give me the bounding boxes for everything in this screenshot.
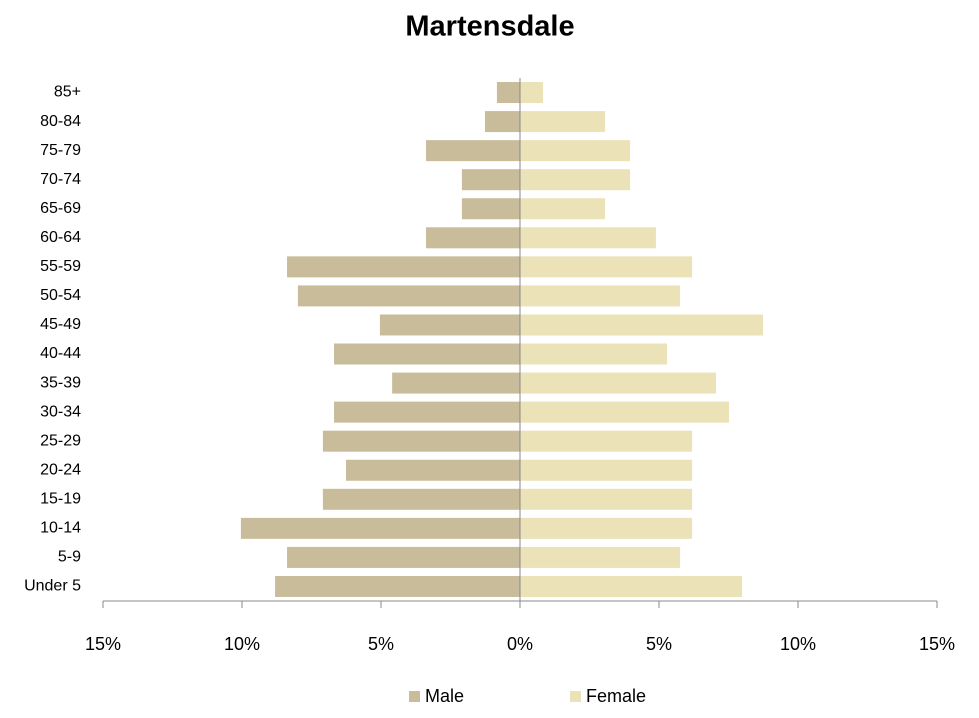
bar xyxy=(520,372,716,394)
legend-label: Male xyxy=(425,686,464,706)
bar xyxy=(426,227,520,249)
legend-swatch xyxy=(570,691,581,702)
bar xyxy=(520,488,693,510)
y-tick-label: Under 5 xyxy=(24,578,81,595)
bar xyxy=(287,546,520,568)
bar xyxy=(520,140,631,162)
y-tick-label: 60-64 xyxy=(40,229,81,246)
bar xyxy=(520,343,668,365)
bar xyxy=(379,314,520,336)
y-tick-label: 50-54 xyxy=(40,287,81,304)
x-tick-label: 15% xyxy=(85,634,121,654)
y-tick-label: 40-44 xyxy=(40,345,81,362)
bar xyxy=(275,575,520,597)
x-tick-label: 0% xyxy=(507,634,533,654)
bar xyxy=(520,459,693,481)
bar xyxy=(520,401,730,423)
bar xyxy=(345,459,520,481)
y-tick-label: 15-19 xyxy=(40,491,81,508)
y-tick-label: 25-29 xyxy=(40,432,81,449)
bar xyxy=(520,256,693,278)
y-tick-label: 5-9 xyxy=(58,549,81,566)
bar xyxy=(392,372,520,394)
bar xyxy=(496,82,520,104)
y-tick-label: 70-74 xyxy=(40,171,81,188)
bar xyxy=(461,198,520,220)
y-tick-label: 10-14 xyxy=(40,520,81,537)
bar xyxy=(334,401,520,423)
bar xyxy=(520,169,631,191)
bar xyxy=(426,140,520,162)
bar xyxy=(484,111,520,133)
y-tick-label: 80-84 xyxy=(40,113,81,130)
x-tick-label: 5% xyxy=(368,634,394,654)
y-tick-label: 75-79 xyxy=(40,142,81,159)
bar xyxy=(322,430,520,452)
bar xyxy=(297,285,520,307)
x-tick-label: 10% xyxy=(780,634,816,654)
bar xyxy=(520,575,743,597)
bar xyxy=(287,256,520,278)
bar xyxy=(520,82,544,104)
legend-swatch xyxy=(409,691,420,702)
bar xyxy=(240,517,520,539)
x-tick-label: 10% xyxy=(224,634,260,654)
x-tick-label: 15% xyxy=(919,634,955,654)
bar xyxy=(520,285,681,307)
bar xyxy=(520,430,693,452)
y-tick-label: 20-24 xyxy=(40,461,81,478)
bar xyxy=(334,343,520,365)
bar xyxy=(520,198,606,220)
bar xyxy=(520,546,681,568)
bar xyxy=(461,169,520,191)
y-tick-label: 85+ xyxy=(54,84,81,101)
y-tick-label: 35-39 xyxy=(40,374,81,391)
y-tick-label: 45-49 xyxy=(40,316,81,333)
bar xyxy=(520,314,763,336)
chart-title: Martensdale xyxy=(405,11,574,43)
y-tick-label: 55-59 xyxy=(40,258,81,275)
y-tick-label: 30-34 xyxy=(40,403,81,420)
bar xyxy=(520,227,656,249)
bar xyxy=(520,517,693,539)
x-tick-label: 5% xyxy=(646,634,672,654)
bar xyxy=(322,488,520,510)
legend-label: Female xyxy=(586,686,646,706)
y-tick-label: 65-69 xyxy=(40,200,81,217)
bar xyxy=(520,111,606,133)
